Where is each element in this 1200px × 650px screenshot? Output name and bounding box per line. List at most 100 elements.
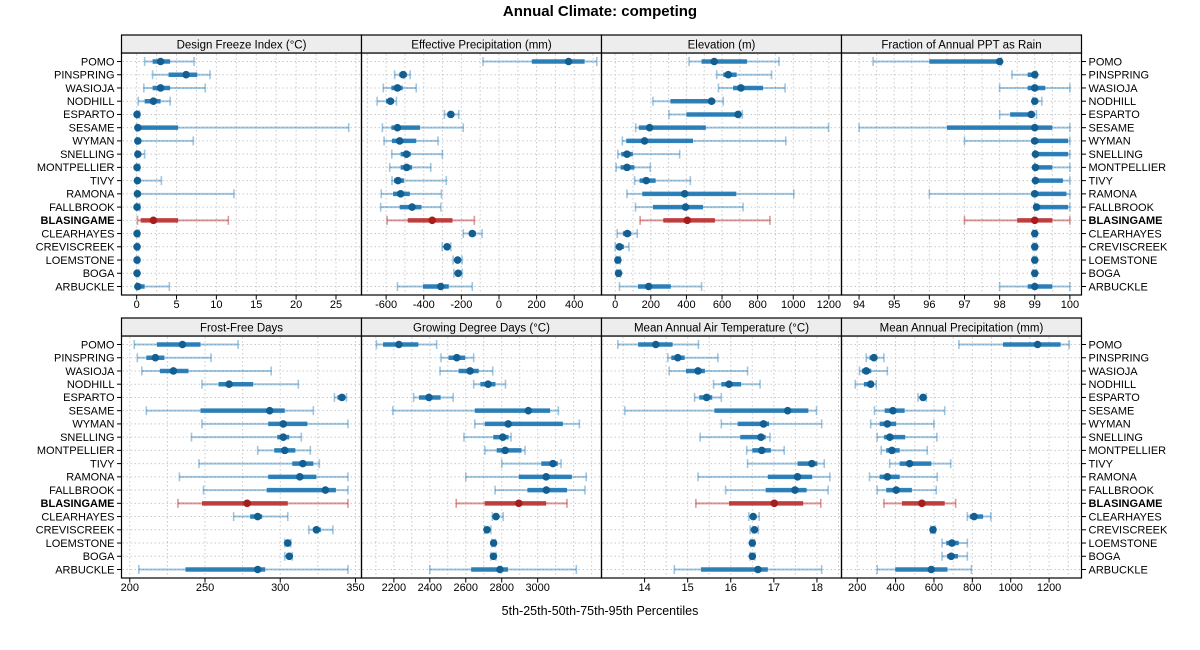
median-dot	[623, 163, 631, 172]
median-dot	[133, 110, 141, 119]
median-dot	[489, 539, 498, 547]
series-row-tivy	[746, 459, 826, 469]
series-row-pomo	[375, 340, 438, 349]
median-dot	[725, 380, 733, 389]
site-label: BLASINGAME	[1089, 215, 1163, 227]
panel-border	[120, 335, 363, 579]
panel-mean-annual-precipitation-mm: 200 400 600 800 1000 1200 POMO PINSPRINGWASIOJA…	[840, 317, 1169, 594]
median-dot	[623, 229, 632, 238]
x-tick-label: 95	[888, 299, 900, 311]
panel-strip-title: Effective Precipitation (mm)	[411, 40, 552, 52]
x-tick-label: 1000	[998, 582, 1022, 594]
series-row-montpellier	[256, 445, 312, 455]
series-row-boga	[1030, 268, 1039, 278]
site-label: SESAME	[69, 405, 115, 417]
median-dot	[970, 512, 978, 521]
series-row-esparto	[668, 109, 744, 119]
site-label: BOGA	[83, 268, 115, 280]
series-row-tivy	[633, 176, 692, 186]
x-tick-label: 250	[196, 582, 214, 594]
median-dot	[919, 393, 927, 402]
site-label: LOEMSTONE	[1089, 538, 1158, 550]
series-row-clearhayes	[133, 229, 141, 239]
series-row-wasioja	[668, 366, 749, 376]
x-tick-label: 18	[811, 582, 823, 594]
x-tick-label: 2600	[454, 582, 478, 594]
series-row-snelling	[463, 432, 512, 442]
series-row-snelling	[134, 149, 146, 159]
median-dot	[1030, 97, 1039, 106]
median-dot	[133, 269, 141, 278]
series-row-ramona	[380, 189, 443, 199]
median-dot	[542, 473, 550, 481]
site-label: BLASINGAME	[1089, 498, 1163, 510]
series-row-esparto	[693, 392, 723, 402]
x-tick-label: 600	[713, 299, 731, 311]
median-dot	[394, 176, 402, 185]
series-row-wasioja	[143, 83, 207, 93]
x-tick-label: 17	[768, 582, 780, 594]
median-dot	[279, 420, 288, 428]
series-row-arbuckle	[618, 282, 703, 291]
median-dot	[870, 353, 878, 362]
median-dot	[680, 190, 689, 198]
median-dot	[694, 367, 702, 375]
median-dot	[499, 433, 507, 441]
series-row-blasingame	[963, 215, 1071, 225]
series-row-fallbrook	[379, 202, 442, 212]
series-row-blasingame	[136, 215, 230, 225]
median-dot	[918, 499, 926, 508]
series-row-boga	[283, 551, 294, 561]
series-row-esparto	[443, 109, 460, 119]
series-row-nodhill	[472, 379, 507, 389]
site-label: NODHILL	[67, 379, 115, 391]
median-dot	[748, 539, 757, 547]
x-tick-label: -600	[375, 299, 397, 311]
site-label: CREVISCREEK	[1089, 525, 1169, 537]
median-dot	[948, 539, 956, 547]
median-dot	[927, 565, 936, 574]
series-row-nodhill	[1030, 96, 1043, 106]
site-label: MONTPELLIER	[1089, 162, 1167, 174]
median-dot	[452, 353, 461, 362]
site-label: WYMAN	[72, 419, 114, 431]
median-dot	[225, 380, 233, 389]
series-row-wasioja	[858, 366, 889, 376]
site-label: ARBUCKLE	[1089, 564, 1148, 576]
series-row-fallbrook	[634, 202, 744, 212]
median-dot	[644, 282, 653, 291]
median-dot	[883, 420, 892, 428]
site-label: POMO	[81, 339, 115, 351]
panel-design-freeze-index-c: 0 5 10 15 20 25 POMO PINSPRINGWASIOJANODHILLESP…	[36, 34, 363, 311]
median-dot	[312, 525, 321, 534]
median-dot	[169, 367, 178, 375]
median-dot	[524, 406, 533, 415]
median-dot	[683, 216, 692, 225]
series-row-blasingame	[177, 498, 349, 508]
site-label: BOGA	[1089, 551, 1121, 563]
panel-strip-title: Elevation (m)	[688, 40, 756, 52]
series-row-arbuckle	[134, 282, 171, 291]
x-tick-label: 1200	[817, 299, 841, 311]
series-row-tivy	[500, 459, 562, 469]
median-dot	[408, 203, 416, 211]
x-tick-label: 400	[886, 582, 904, 594]
series-row-fallbrook	[1032, 202, 1071, 212]
series-row-nodhill	[137, 96, 171, 106]
site-label: TIVY	[90, 175, 115, 187]
median-dot	[338, 393, 346, 402]
median-dot	[1031, 163, 1040, 172]
x-tick-label: -400	[413, 299, 435, 311]
median-dot	[702, 393, 711, 402]
series-row-ramona	[928, 189, 1071, 199]
median-dot	[149, 216, 158, 225]
median-dot	[710, 57, 719, 66]
chart-title: Annual Climate: competing	[502, 3, 698, 20]
x-tick-label: 200	[642, 299, 660, 311]
x-tick-label: 1000	[781, 299, 805, 311]
series-row-creviscreek	[929, 525, 937, 535]
series-row-arbuckle	[673, 565, 823, 574]
series-row-nodhill	[854, 379, 878, 389]
median-dot	[1033, 340, 1042, 349]
median-dot	[783, 406, 792, 415]
